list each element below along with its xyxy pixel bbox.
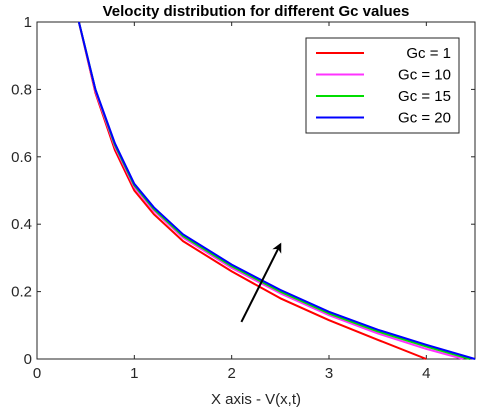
y-tick-label: 1 <box>24 14 32 31</box>
x-tick-label: 1 <box>130 365 138 382</box>
annotations <box>240 242 282 323</box>
y-tick-label: 0.6 <box>11 149 32 166</box>
x-axis-title: X axis - V(x,t) <box>211 391 301 408</box>
legend: Gc = 1 Gc = 10 Gc = 15 Gc = 20 <box>305 37 460 134</box>
x-tick-label: 4 <box>422 365 430 382</box>
legend-label-3: Gc = 15 <box>398 88 451 105</box>
y-tick-label: 0 <box>24 351 32 368</box>
series-lines <box>77 21 476 360</box>
axis-ticks: 0 1 2 3 4 0 0.2 0.4 0.6 0.8 1 <box>11 14 475 382</box>
legend-label-4: Gc = 20 <box>398 110 451 127</box>
x-tick-label: 0 <box>33 365 41 382</box>
x-tick-label: 3 <box>325 365 333 382</box>
series-line-4 <box>77 21 476 360</box>
legend-label-1: Gc = 1 <box>406 45 451 62</box>
y-tick-label: 0.8 <box>11 81 32 98</box>
y-tick-label: 0.4 <box>11 216 32 233</box>
trend-arrow <box>240 242 282 323</box>
legend-label-2: Gc = 10 <box>398 67 451 84</box>
x-tick-label: 2 <box>227 365 235 382</box>
chart-title: Velocity distribution for different Gc v… <box>103 3 410 20</box>
y-tick-label: 0.2 <box>11 284 32 301</box>
